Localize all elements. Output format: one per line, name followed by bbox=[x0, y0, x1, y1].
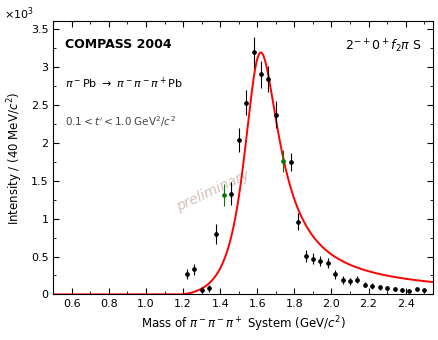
Y-axis label: Intensity / (40 MeV/$c^2$): Intensity / (40 MeV/$c^2$) bbox=[6, 91, 25, 225]
Text: preliminary: preliminary bbox=[173, 168, 251, 214]
X-axis label: Mass of $\pi^-\pi^-\pi^+$ System (GeV/$c^2$): Mass of $\pi^-\pi^-\pi^+$ System (GeV/$c… bbox=[141, 315, 345, 335]
Text: $\pi^-$Pb $\rightarrow$ $\pi^-\pi^-\pi^+$Pb: $\pi^-$Pb $\rightarrow$ $\pi^-\pi^-\pi^+… bbox=[64, 76, 182, 91]
Text: $0.1 < t^{\prime} < 1.0$ GeV$^2$/$c^2$: $0.1 < t^{\prime} < 1.0$ GeV$^2$/$c^2$ bbox=[64, 114, 175, 129]
Text: $2^{-+}0^+f_2\pi$ S: $2^{-+}0^+f_2\pi$ S bbox=[345, 38, 421, 55]
Text: COMPASS 2004: COMPASS 2004 bbox=[64, 38, 171, 51]
Text: $\times10^3$: $\times10^3$ bbox=[4, 5, 34, 22]
